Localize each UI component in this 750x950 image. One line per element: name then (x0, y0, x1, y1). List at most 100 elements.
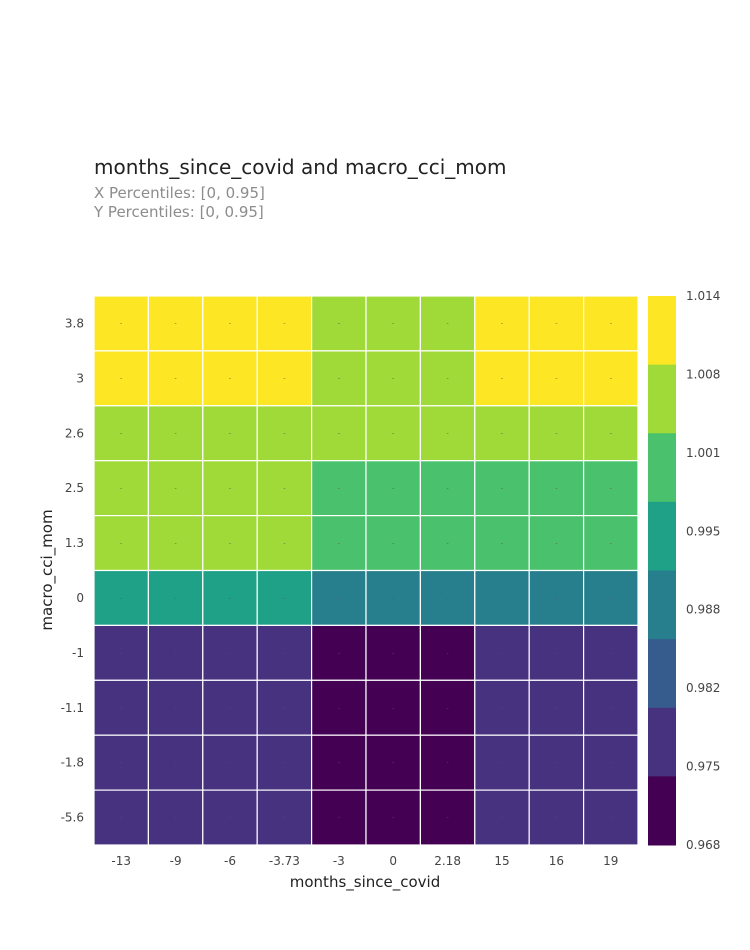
y-tick-label: 3 (76, 371, 84, 385)
y-tick-label: 2.5 (65, 481, 84, 495)
heatmap-cell (474, 789, 530, 846)
heatmap-cell (365, 624, 422, 681)
heatmap-cell-label: - (175, 430, 177, 437)
heatmap-cell (365, 679, 422, 736)
heatmap-cell-label: - (555, 815, 557, 822)
heatmap-cell (147, 405, 204, 462)
colorbar-tick-label: 0.995 (686, 524, 720, 538)
heatmap-cell (202, 679, 258, 736)
heatmap-cell (528, 514, 585, 572)
heatmap-cell-label: - (338, 650, 340, 657)
heatmap-cell (419, 405, 476, 462)
heatmap-cell-label: - (610, 485, 612, 492)
heatmap-cell (419, 789, 476, 846)
chart-title: months_since_covid and macro_cci_mom (94, 155, 506, 179)
heatmap-cell-label: - (447, 595, 449, 602)
heatmap-cell (528, 789, 585, 846)
heatmap-cell-label: - (610, 705, 612, 712)
heatmap-cell (311, 789, 367, 846)
heatmap-cell-label: - (338, 595, 340, 602)
heatmap-cell-label: - (555, 485, 557, 492)
heatmap-cell-label: - (338, 430, 340, 437)
heatmap-cell (147, 789, 204, 846)
heatmap-cell (365, 569, 422, 627)
y-tick-label: 2.6 (65, 426, 84, 440)
colorbar-segment (648, 501, 676, 571)
heatmap-cell (256, 734, 313, 791)
heatmap-cell (365, 514, 422, 572)
heatmap-cell (419, 460, 476, 517)
heatmap-cell (202, 569, 258, 627)
x-tick-label: -6 (224, 854, 236, 868)
heatmap-cell-label: - (392, 375, 394, 382)
heatmap-cell (365, 295, 422, 352)
heatmap-cell-label: - (610, 760, 612, 767)
heatmap-cell-label: - (447, 540, 449, 547)
colorbar-tick-label: 1.001 (686, 446, 720, 460)
x-tick-label: -9 (170, 854, 182, 868)
heatmap-cell-label: - (229, 650, 231, 657)
heatmap-cell-label: - (392, 320, 394, 327)
y-tick-label: -1 (72, 646, 84, 660)
heatmap-cell-label: - (392, 595, 394, 602)
heatmap-cell-label: - (392, 540, 394, 547)
heatmap-cell (365, 350, 422, 407)
heatmap-cell (528, 405, 585, 462)
heatmap-cell (93, 405, 150, 462)
x-tick-label: -3 (333, 854, 345, 868)
heatmap-cell (582, 789, 639, 846)
heatmap-cell-label: - (283, 595, 285, 602)
heatmap-cell (474, 624, 530, 681)
x-tick-label: 16 (549, 854, 564, 868)
heatmap-cell-label: - (338, 485, 340, 492)
chart-subtitle-x-percentiles: X Percentiles: [0, 0.95] (94, 184, 265, 202)
heatmap-cell-label: - (501, 375, 503, 382)
heatmap-cell-label: - (555, 760, 557, 767)
heatmap-cell (93, 734, 150, 791)
heatmap-cell-label: - (120, 320, 122, 327)
heatmap-cell-label: - (120, 815, 122, 822)
heatmap-cell-label: - (175, 375, 177, 382)
y-tick-label: -5.6 (61, 811, 84, 825)
heatmap-cell (365, 789, 422, 846)
colorbar-tick-label: 0.975 (686, 760, 720, 774)
heatmap-cell (256, 569, 313, 627)
colorbar-tick-label: 1.014 (686, 289, 720, 303)
heatmap-cell-label: - (338, 375, 340, 382)
heatmap-cell (256, 624, 313, 681)
heatmap-cell-label: - (555, 705, 557, 712)
heatmap-cell (93, 624, 150, 681)
heatmap-cell (419, 350, 476, 407)
heatmap-cell (202, 789, 258, 846)
heatmap-cell-label: - (120, 760, 122, 767)
heatmap-cell-label: - (229, 815, 231, 822)
heatmap-cell (582, 405, 639, 462)
x-tick-label: 0 (389, 854, 397, 868)
heatmap-cell (528, 624, 585, 681)
heatmap-cell-label: - (120, 375, 122, 382)
heatmap-cell-label: - (120, 485, 122, 492)
heatmap-cell (582, 624, 639, 681)
y-tick-label: 1.3 (65, 536, 84, 550)
y-tick-label: 0 (76, 591, 84, 605)
heatmap-cell (311, 734, 367, 791)
heatmap-cell-label: - (555, 595, 557, 602)
heatmap-cell-label: - (229, 485, 231, 492)
heatmap-cell-label: - (447, 375, 449, 382)
heatmap-cell-label: - (229, 760, 231, 767)
heatmap-cell-label: - (447, 320, 449, 327)
heatmap-cell (582, 295, 639, 352)
heatmap-cell (528, 460, 585, 517)
heatmap-cell-label: - (501, 650, 503, 657)
heatmap-cell (93, 789, 150, 846)
heatmap-cell-label: - (447, 485, 449, 492)
heatmap-cell-label: - (283, 760, 285, 767)
heatmap-cell (365, 460, 422, 517)
heatmap-cell-label: - (229, 430, 231, 437)
heatmap-cell (419, 514, 476, 572)
heatmap-cell (474, 679, 530, 736)
heatmap-cell-label: - (283, 430, 285, 437)
heatmap-cell-label: - (229, 320, 231, 327)
heatmap-cell-label: - (338, 320, 340, 327)
heatmap-cell (202, 405, 258, 462)
